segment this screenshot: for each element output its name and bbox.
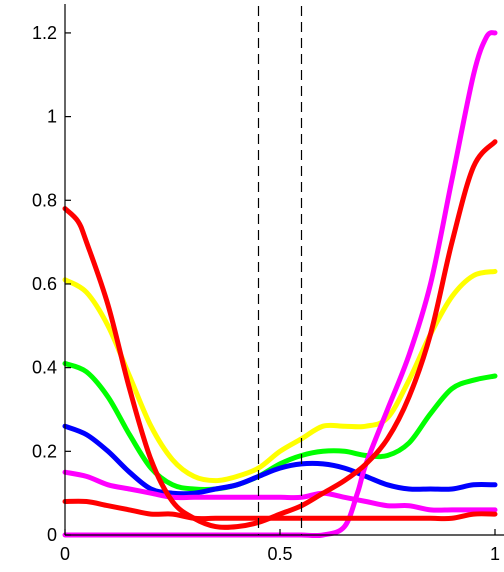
- series-line-6: [62, 498, 498, 522]
- y-tick-label: 0.2: [32, 441, 57, 461]
- y-tick-label: 0.8: [32, 190, 57, 210]
- series-line-2: [62, 361, 498, 493]
- y-tick-label: 0.4: [32, 358, 57, 378]
- y-tick-label: 0: [47, 525, 57, 545]
- series-line-5: [62, 30, 498, 539]
- y-tick-label: 1: [47, 107, 57, 127]
- series-line-4: [62, 469, 498, 513]
- series-line-3: [62, 423, 498, 497]
- y-tick-label: 0.6: [32, 274, 57, 294]
- series-layer: [62, 30, 498, 539]
- y-tick-label: 1.2: [32, 23, 57, 43]
- axes: 0 0.5 1 0 0.2 0.4 0.6 0.8 1 1.2: [32, 4, 504, 564]
- series-line-7: [62, 139, 498, 530]
- x-tick-label: 0.5: [267, 544, 292, 564]
- x-tick-label: 1: [490, 544, 500, 564]
- x-tick-label: 0: [60, 544, 70, 564]
- series-line-1: [62, 268, 498, 484]
- reference-lines: [257, 6, 303, 535]
